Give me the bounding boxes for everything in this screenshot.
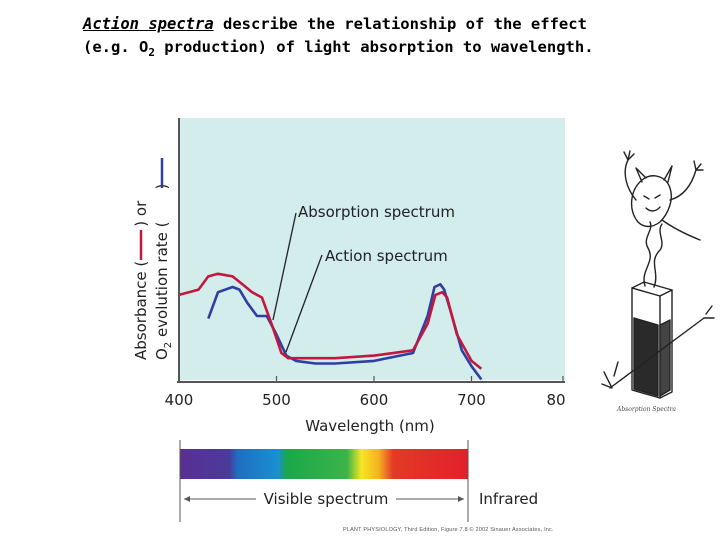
x-tick-label: 80 [546,391,565,409]
y-label-line1-end: ) or [132,200,150,227]
x-tick-label: 700 [457,391,486,409]
svg-text:Absorbance () or: Absorbance ( ) or [132,200,150,360]
annotation-action: Action spectrum [325,247,448,265]
visible-right-arrowhead [458,496,464,502]
y-axis-label: Absorbance ( ) or O2 evolution rate () [132,158,174,360]
headline-term: Action spectra [83,15,214,33]
visible-spectrum-bar [180,449,468,479]
visible-spectrum-label: Visible spectrum [264,490,389,508]
cartoon-illustration [601,150,715,399]
y-label-line2-pre: O [153,348,171,360]
annotation-absorption: Absorption spectrum [298,203,455,221]
headline-line2-post: production) of light absorption to wavel… [154,38,594,56]
y-label-line1: Absorbance ( [132,261,150,360]
headline-line1: describe the relationship of the effect [213,15,587,33]
x-tick-marks [178,376,564,382]
infrared-label: Infrared [479,490,538,508]
x-tick-label: 400 [165,391,194,409]
svg-text:O2 evolution rate (): O2 evolution rate () [153,184,174,360]
visible-left-arrowhead [184,496,190,502]
annotation-absorption-pointer [272,212,297,321]
headline-line2-pre: (e.g. O [83,38,149,56]
series-line-action [178,272,483,370]
x-tick-label: 600 [360,391,389,409]
x-axis-label: Wavelength (nm) [305,417,435,435]
headline: Action spectra describe the relationship… [83,13,643,64]
y-label-line2-sub: 2 [163,342,174,348]
y-label-line2-post: evolution rate ( [153,221,171,341]
plot-area [179,118,565,380]
x-tick-labels: 400 500 600 700 80 [165,391,566,409]
figure-credit: PLANT PHYSIOLOGY, Third Edition, Figure … [343,527,554,533]
annotation-action-pointer [285,254,323,353]
cartoon-caption: Absorption Spectra [617,406,677,413]
headline-line2-sub: 2 [148,46,155,60]
x-tick-label: 500 [262,391,291,409]
